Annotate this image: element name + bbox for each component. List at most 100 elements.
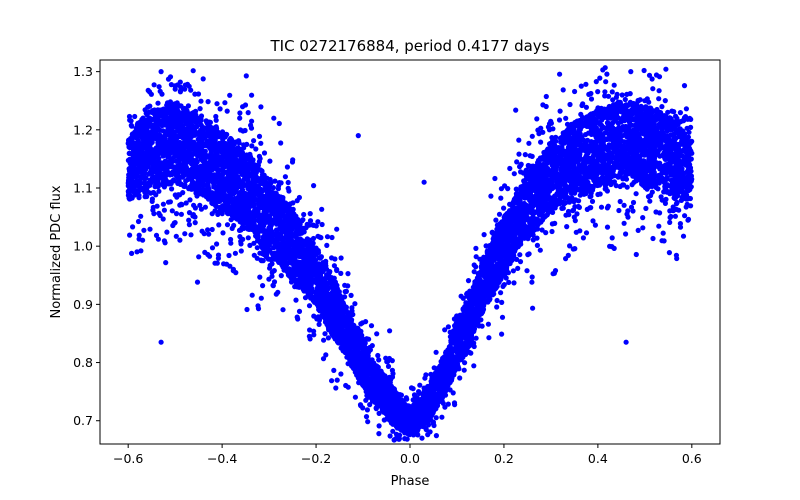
data-point — [243, 73, 249, 79]
data-point — [150, 189, 157, 196]
data-point — [590, 218, 596, 224]
data-point — [209, 226, 215, 233]
data-point — [656, 88, 662, 94]
data-point — [526, 140, 532, 146]
data-point — [257, 274, 263, 280]
data-point — [505, 186, 511, 192]
data-point — [352, 301, 358, 307]
data-point — [624, 184, 630, 190]
data-point — [182, 86, 188, 92]
data-point — [609, 235, 615, 241]
data-point — [164, 229, 170, 235]
data-point — [319, 221, 325, 228]
data-point — [320, 356, 327, 362]
data-point — [488, 193, 494, 199]
data-point — [611, 82, 617, 88]
data-point — [499, 314, 506, 320]
data-point — [537, 247, 543, 253]
data-point — [238, 248, 244, 254]
data-point — [465, 278, 472, 284]
data-point — [151, 82, 157, 88]
data-point — [226, 252, 232, 259]
data-point — [222, 100, 228, 106]
data-point — [220, 230, 226, 236]
data-point — [623, 176, 630, 182]
data-point — [289, 159, 296, 165]
data-point — [147, 226, 153, 232]
data-point — [635, 227, 641, 233]
data-point — [296, 194, 302, 201]
data-point — [681, 83, 688, 89]
data-point — [205, 227, 211, 233]
data-point — [310, 235, 317, 242]
data-point — [376, 423, 382, 429]
data-point — [319, 206, 325, 212]
data-point — [619, 92, 625, 98]
data-point — [267, 158, 273, 164]
data-point — [538, 139, 544, 145]
data-point — [206, 231, 212, 237]
data-point — [445, 401, 451, 407]
data-point — [481, 232, 487, 238]
data-point — [155, 100, 161, 106]
data-point — [625, 214, 631, 220]
data-point — [149, 198, 155, 204]
data-point — [534, 242, 541, 248]
data-point — [143, 175, 149, 181]
data-point — [671, 109, 677, 115]
data-point — [188, 232, 194, 238]
data-point — [595, 89, 601, 95]
data-point — [209, 211, 215, 217]
data-point — [173, 233, 179, 239]
data-point — [609, 89, 615, 95]
data-point — [674, 199, 680, 206]
data-point — [604, 71, 610, 77]
data-point — [138, 213, 144, 219]
data-point — [613, 94, 620, 100]
data-point — [232, 250, 238, 256]
data-point — [242, 102, 249, 108]
data-point — [247, 242, 253, 248]
data-point — [194, 279, 201, 285]
data-point — [605, 93, 612, 99]
data-point — [680, 233, 687, 239]
data-point — [183, 200, 189, 206]
data-point — [205, 99, 211, 105]
data-point — [282, 174, 288, 180]
data-point — [216, 222, 222, 228]
data-point — [514, 159, 520, 165]
data-point — [588, 96, 595, 102]
data-point — [212, 260, 218, 266]
data-point — [603, 79, 609, 85]
data-point — [450, 390, 456, 396]
data-point — [168, 180, 174, 187]
data-point — [567, 243, 573, 249]
data-point — [325, 335, 331, 341]
data-point — [473, 245, 479, 251]
data-point — [135, 218, 142, 225]
data-point — [224, 108, 230, 114]
data-point — [419, 435, 425, 441]
data-point — [507, 165, 513, 172]
data-point — [254, 245, 260, 251]
data-point — [301, 211, 307, 218]
data-point — [516, 151, 522, 157]
data-point — [633, 191, 639, 197]
data-point — [433, 433, 439, 439]
data-point — [141, 227, 147, 233]
data-point — [570, 208, 576, 214]
data-point — [293, 297, 299, 303]
data-point — [153, 232, 160, 238]
data-point — [364, 336, 370, 342]
data-point — [182, 231, 188, 237]
data-point — [598, 204, 605, 210]
data-point — [343, 382, 349, 389]
data-point — [650, 86, 656, 92]
data-point — [499, 331, 505, 337]
data-point — [156, 188, 162, 194]
data-point — [471, 262, 477, 268]
data-point — [390, 428, 396, 434]
data-point — [261, 150, 268, 156]
data-point — [602, 89, 608, 95]
